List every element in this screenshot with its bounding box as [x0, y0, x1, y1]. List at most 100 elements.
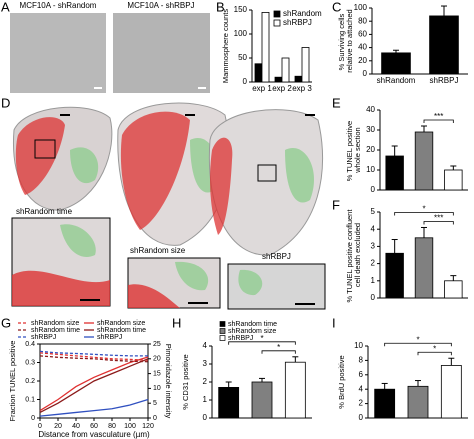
y-tick-label: 20	[366, 145, 375, 154]
y-tick-label: 100	[354, 3, 368, 12]
y-tick-label: 40	[366, 105, 375, 114]
bar	[274, 76, 283, 83]
y-tick-label: 3	[203, 359, 208, 368]
section-region	[175, 261, 209, 291]
y-axis-label: % BrdU positive	[337, 355, 346, 408]
significance-bracket	[261, 350, 296, 354]
bar	[407, 385, 429, 419]
bar	[440, 365, 462, 419]
line	[39, 356, 149, 412]
y-tick-label: 100	[234, 29, 248, 38]
legend-label: shRandom size	[97, 320, 145, 327]
section-region	[285, 148, 314, 203]
legend-label: shRBPJ	[228, 335, 253, 342]
panel-label: C	[332, 0, 341, 14]
y-tick-label: 2	[359, 399, 364, 408]
bar	[429, 15, 459, 75]
y-tick-label: 0	[359, 413, 364, 422]
y-tick-label: 0	[371, 185, 376, 194]
legend-label: shRandom	[283, 9, 322, 18]
significance-label: ***	[434, 214, 443, 223]
y-tick-label: 3	[371, 242, 376, 251]
y-tick-label: 8	[359, 356, 364, 365]
bar	[414, 131, 434, 191]
inset-box	[257, 164, 277, 182]
image-caption: shRBPJ	[262, 252, 291, 261]
y-tick-label: 0	[363, 69, 368, 78]
legend-swatch	[219, 328, 226, 334]
panel-label: G	[1, 315, 11, 330]
line	[39, 350, 148, 357]
y-tick-label: 4	[359, 384, 364, 393]
y-tick-label: 0.3	[25, 359, 35, 366]
y-tick-label: 4	[203, 341, 208, 350]
legend-label: shRandom size	[31, 320, 79, 327]
legend-label: shRandom time	[97, 327, 146, 334]
panel-label: B	[216, 0, 225, 14]
significance-label: *	[277, 343, 280, 352]
line	[39, 398, 149, 417]
x-tick-label: shRandom	[377, 76, 416, 85]
legend-label: shRandom time	[31, 327, 80, 334]
significance-bracket	[394, 212, 454, 216]
significance-bracket	[384, 342, 452, 347]
line	[39, 352, 149, 361]
y-tick-label: 20	[358, 56, 367, 65]
y2-tick-label: 10	[153, 385, 161, 392]
bar	[261, 11, 270, 83]
legend-label: shRBPJ	[97, 334, 122, 341]
bar	[385, 252, 404, 299]
panel-label: I	[332, 315, 336, 330]
bar	[444, 169, 463, 191]
section-region	[12, 270, 110, 306]
image-title: MCF10A - shRandom	[20, 1, 97, 10]
y-tick-label: 6	[359, 370, 364, 379]
significance-bracket	[423, 221, 454, 225]
y-tick-label: 0.2	[25, 378, 35, 385]
bar	[294, 75, 303, 83]
x-tick-label: exp 1	[252, 84, 272, 93]
y-tick-label: 0	[243, 77, 248, 86]
y-tick-label: 0	[203, 413, 208, 422]
inset-box	[34, 139, 56, 159]
x-tick-label: 100	[124, 423, 136, 430]
x-tick-label: 20	[54, 423, 62, 430]
x-tick-label: 40	[72, 423, 80, 430]
panel-label: H	[172, 315, 181, 330]
bar	[414, 237, 434, 299]
legend-label: shRandom size	[228, 328, 276, 335]
image-title: MCF10A - shRBPJ	[127, 1, 194, 10]
section-region	[60, 224, 96, 257]
bar	[381, 52, 411, 75]
y2-tick-label: 15	[153, 370, 161, 377]
significance-label: *	[433, 344, 436, 353]
y2-tick-label: 5	[153, 400, 157, 407]
bar	[281, 57, 290, 83]
y-tick-label: 80	[358, 16, 367, 25]
legend-label: shRBPJ	[31, 334, 56, 341]
tissue-sections	[11, 102, 326, 310]
significance-label: *	[422, 205, 425, 214]
legend-swatch	[219, 321, 226, 327]
x-tick-label: 60	[90, 423, 98, 430]
significance-label: *	[450, 0, 453, 5]
bar	[251, 381, 273, 419]
x-tick-label: 120	[142, 423, 154, 430]
y2-tick-label: 0	[153, 415, 157, 422]
significance-bracket	[228, 341, 296, 345]
panel-label: F	[332, 197, 340, 212]
x-axis-label: Distance from vasculature (µm)	[38, 430, 150, 439]
image-caption: shRandom size	[130, 246, 186, 255]
y-tick-label: 30	[366, 125, 375, 134]
bar	[218, 386, 240, 419]
micrograph	[113, 13, 210, 93]
line	[39, 358, 149, 414]
legend-swatch	[273, 19, 281, 27]
legend-swatch	[273, 10, 281, 18]
y-tick-label: 10	[354, 341, 363, 350]
significance-bracket	[423, 119, 454, 123]
panel-label: A	[1, 0, 10, 14]
y2-tick-label: 25	[153, 341, 161, 348]
y-axis-label: % CD31 positive	[181, 354, 190, 409]
y-tick-label: 4	[371, 224, 376, 233]
